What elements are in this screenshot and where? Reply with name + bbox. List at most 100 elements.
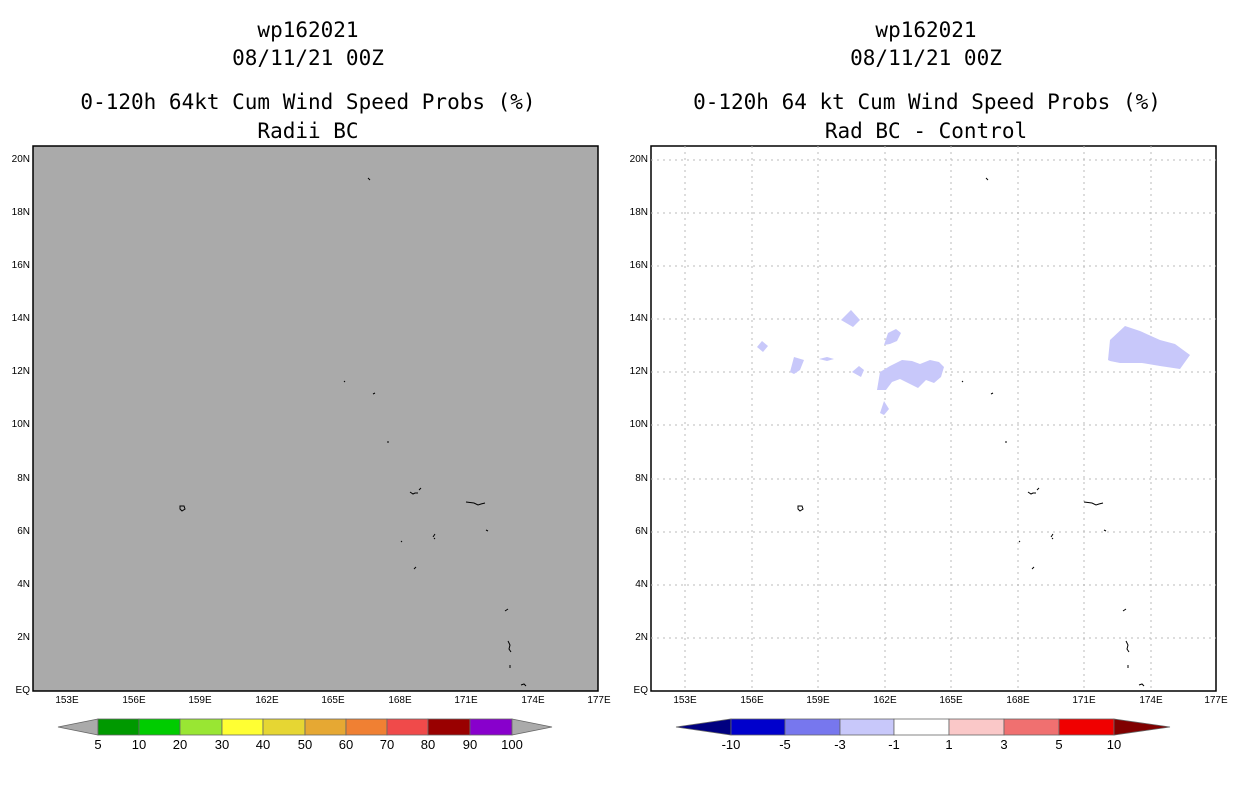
lat-tick-label: 6N [635,526,648,537]
colorbar-label: 10 [131,737,147,752]
left-colorbar-high-arrow [511,718,553,736]
colorbar-swatch [784,718,841,736]
lat-tick-label: 6N [17,526,30,537]
colorbar-label: 20 [172,737,188,752]
left-storm-id: wp162021 [257,18,359,42]
right-datetime: 08/11/21 00Z [850,46,1002,70]
lon-tick-label: 171E [454,695,478,706]
lon-tick-label: 153E [673,695,697,706]
colorbar-swatch [345,718,388,736]
anomaly-patch [841,310,860,327]
lat-tick-label: 10N [629,419,648,430]
lat-tick-label: 14N [11,313,30,324]
lon-tick-label: 165E [321,695,345,706]
colorbar-swatch [386,718,429,736]
lon-tick-label: 162E [873,695,897,706]
left-map [32,145,599,692]
lon-tick-label: 153E [55,695,79,706]
colorbar-label: 90 [462,737,478,752]
left-map-subtitle: Radii BC [257,119,359,143]
left-coastlines [179,177,527,687]
lat-tick-label: 12N [629,366,648,377]
lat-tick-label: 4N [635,579,648,590]
colorbar-label: 100 [501,737,523,752]
right-map-title: 0-120h 64 kt Cum Wind Speed Probs (%) [693,90,1161,114]
lon-tick-label: 177E [587,695,611,706]
lat-tick-label: 18N [629,207,648,218]
right-map-frame [650,145,1217,692]
colorbar-label: 5 [94,737,102,752]
colorbar-label: -1 [888,737,900,752]
left-map-title: 0-120h 64kt Cum Wind Speed Probs (%) [80,90,536,114]
colorbar-swatch [948,718,1005,736]
lat-tick-label: 12N [11,366,30,377]
colorbar-swatch [221,718,264,736]
colorbar-label: 40 [255,737,271,752]
lon-tick-label: 156E [122,695,146,706]
lat-tick-label: 4N [17,579,30,590]
lon-tick-label: 162E [255,695,279,706]
lon-tick-label: 156E [740,695,764,706]
lon-tick-label: 165E [939,695,963,706]
colorbar-label: 1 [945,737,953,752]
colorbar-swatch [839,718,895,736]
colorbar-label: 50 [297,737,313,752]
lon-tick-label: 168E [1006,695,1030,706]
lon-tick-label: 171E [1072,695,1096,706]
right-coastlines [797,177,1145,687]
lat-tick-label: 20N [629,154,648,165]
lon-tick-label: 177E [1204,695,1228,706]
anomaly-patch [880,401,889,415]
colorbar-label: 70 [379,737,395,752]
anomaly-patch [790,357,804,374]
lon-tick-label: 174E [1139,695,1163,706]
colorbar-label: 3 [1000,737,1008,752]
colorbar-swatch [262,718,306,736]
colorbar-swatch [1058,718,1115,736]
right-map [650,145,1217,692]
lat-tick-label: 18N [11,207,30,218]
anomaly-patch [757,341,768,352]
lat-tick-label: 20N [11,154,30,165]
right-colorbar-low-arrow [675,718,732,736]
left-colorbar [57,718,553,736]
lat-tick-label: 14N [629,313,648,324]
lon-tick-label: 168E [388,695,412,706]
right-colorbar-high-arrow [1113,718,1171,736]
right-map-subtitle: Rad BC - Control [824,119,1028,143]
lat-tick-label: 2N [635,632,648,643]
right-anomaly-shading [757,310,1190,415]
colorbar-label: -5 [779,737,791,752]
lat-tick-label: 2N [17,632,30,643]
colorbar-swatch [97,718,140,736]
anomaly-patch [877,360,944,390]
colorbar-label: 60 [338,737,354,752]
anomaly-patch [819,357,834,361]
left-datetime: 08/11/21 00Z [232,46,384,70]
colorbar-swatch [730,718,786,736]
anomaly-patch [1108,326,1190,369]
right-storm-id: wp162021 [875,18,977,42]
anomaly-patch [852,366,864,377]
lat-tick-label: 10N [11,419,30,430]
colorbar-swatch [893,718,950,736]
colorbar-swatch [179,718,223,736]
left-colorbar-low-arrow [57,718,99,736]
colorbar-swatch [1003,718,1060,736]
lat-tick-label: 16N [11,260,30,271]
lat-tick-label: 8N [17,473,30,484]
colorbar-label: 30 [214,737,230,752]
lon-tick-label: 174E [521,695,545,706]
left-probability-field [32,145,599,692]
anomaly-patch [884,329,901,345]
lat-tick-label: EQ [15,685,30,696]
colorbar-swatch [138,718,181,736]
lon-tick-label: 159E [806,695,830,706]
colorbar-label: -3 [834,737,846,752]
colorbar-swatch [304,718,347,736]
lat-tick-label: 8N [635,473,648,484]
colorbar-swatch [469,718,513,736]
lon-tick-label: 159E [188,695,212,706]
colorbar-label: 10 [1106,737,1122,752]
